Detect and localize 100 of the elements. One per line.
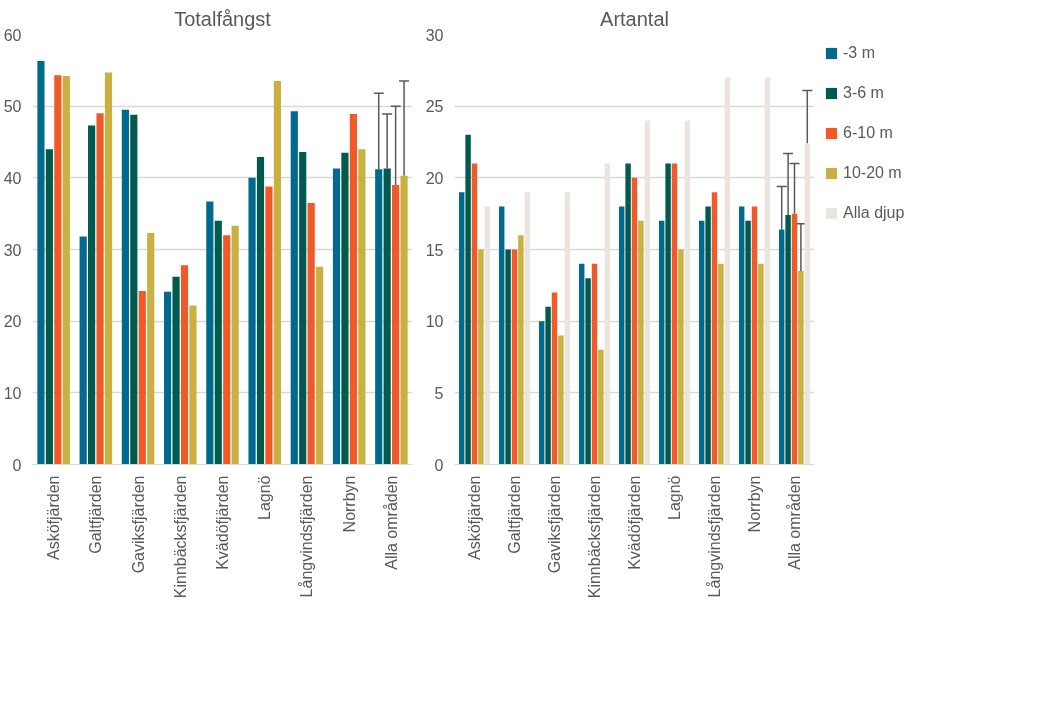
x-tick-label: Gaviksfjärden bbox=[129, 475, 147, 574]
bar bbox=[307, 202, 315, 465]
bar bbox=[718, 263, 724, 465]
bar bbox=[299, 152, 307, 465]
y-tick-label: 15 bbox=[425, 241, 444, 259]
bar bbox=[804, 143, 811, 465]
bar bbox=[248, 177, 256, 465]
bar bbox=[471, 163, 478, 465]
y-tick-label: 30 bbox=[3, 241, 22, 259]
bar bbox=[478, 249, 484, 465]
y-tick-label: 20 bbox=[3, 313, 22, 331]
bar bbox=[62, 76, 70, 465]
bar bbox=[524, 192, 531, 465]
bar bbox=[598, 349, 604, 465]
bar bbox=[172, 276, 180, 465]
chart-title: Totalfångst bbox=[174, 7, 272, 30]
bar bbox=[358, 149, 366, 465]
bar bbox=[518, 235, 524, 465]
bar bbox=[758, 263, 764, 465]
bar bbox=[458, 192, 465, 465]
bar bbox=[290, 111, 298, 465]
bar bbox=[316, 266, 324, 465]
bar bbox=[665, 163, 671, 465]
x-tick-label: Alla områden bbox=[382, 475, 400, 570]
bar bbox=[745, 220, 751, 465]
x-tick-label: Kinnbäcksfjärden bbox=[586, 475, 603, 599]
bar bbox=[375, 169, 383, 465]
y-tick-label: 20 bbox=[425, 169, 444, 187]
bar bbox=[644, 120, 651, 465]
x-tick-label: Kvädöfjärden bbox=[214, 475, 231, 570]
bar bbox=[37, 61, 45, 465]
legend-label: -3 m bbox=[843, 44, 876, 62]
bar bbox=[678, 249, 684, 465]
bar bbox=[585, 278, 591, 465]
bar bbox=[798, 271, 804, 465]
bar bbox=[104, 72, 113, 465]
bar bbox=[618, 206, 625, 465]
x-tick-label: Galtfjärden bbox=[87, 475, 105, 554]
bar bbox=[130, 114, 138, 465]
bar bbox=[591, 263, 598, 465]
bar bbox=[785, 215, 791, 465]
x-tick-label: Norrbyn bbox=[340, 475, 358, 533]
x-tick-label: Långvindsfjärden bbox=[706, 475, 723, 598]
x-tick-label: Norrbyn bbox=[746, 475, 763, 533]
bar bbox=[505, 249, 511, 465]
legend-label: Alla djup bbox=[843, 204, 906, 222]
bar bbox=[658, 220, 665, 465]
y-tick-label: 30 bbox=[425, 26, 444, 44]
bar bbox=[164, 291, 172, 465]
bar bbox=[223, 235, 231, 465]
y-tick-label: 60 bbox=[3, 26, 22, 44]
bar bbox=[578, 263, 585, 465]
bar bbox=[604, 163, 611, 465]
legend-label: 3-6 m bbox=[843, 84, 885, 102]
bar bbox=[147, 233, 155, 465]
bar bbox=[638, 220, 644, 465]
bar bbox=[341, 152, 349, 465]
bar bbox=[558, 335, 564, 465]
bar bbox=[511, 249, 518, 465]
bar bbox=[54, 75, 62, 465]
bar bbox=[332, 168, 341, 465]
bar bbox=[231, 225, 239, 465]
bar bbox=[96, 113, 104, 465]
bar bbox=[180, 265, 189, 465]
x-tick-label: Kvädöfjärden bbox=[626, 475, 643, 570]
y-tick-label: 5 bbox=[434, 384, 444, 402]
bar bbox=[711, 192, 718, 465]
x-tick-label: Lagnö bbox=[666, 475, 683, 520]
bar bbox=[383, 168, 391, 465]
legend-label: 6-10 m bbox=[843, 124, 894, 142]
bar bbox=[498, 206, 505, 465]
bar bbox=[705, 206, 711, 465]
bar bbox=[778, 229, 785, 465]
bar bbox=[273, 81, 281, 465]
bar bbox=[791, 213, 798, 465]
y-tick-label: 25 bbox=[425, 98, 444, 116]
x-tick-label: Gaviksfjärden bbox=[546, 475, 563, 574]
bar bbox=[751, 206, 758, 465]
bar bbox=[79, 236, 87, 465]
y-tick-label: 0 bbox=[434, 456, 444, 474]
bar bbox=[121, 109, 129, 465]
x-tick-label: Lagnö bbox=[256, 475, 274, 520]
bar bbox=[671, 163, 678, 465]
legend-label: 10-20 m bbox=[843, 164, 903, 182]
bar bbox=[724, 77, 731, 465]
bar bbox=[465, 134, 471, 465]
bar bbox=[256, 157, 265, 465]
y-tick-label: 10 bbox=[3, 384, 22, 402]
bar bbox=[538, 321, 545, 465]
bar bbox=[764, 77, 771, 465]
y-tick-label: 40 bbox=[3, 169, 22, 187]
bar bbox=[206, 201, 214, 465]
bar bbox=[265, 186, 273, 465]
bar bbox=[631, 177, 638, 465]
bar bbox=[392, 185, 400, 465]
bar bbox=[564, 192, 571, 465]
bar bbox=[88, 125, 96, 465]
bar bbox=[545, 306, 551, 465]
bar bbox=[214, 220, 222, 465]
bar bbox=[738, 206, 745, 465]
